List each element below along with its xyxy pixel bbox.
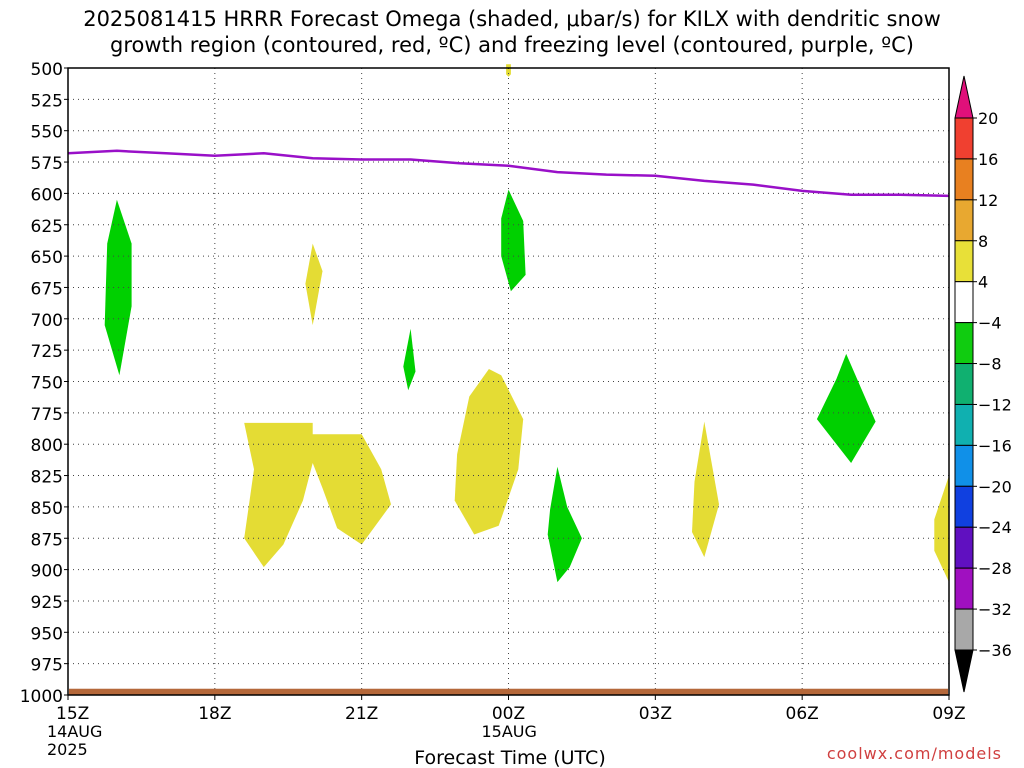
colorbar-label-2: 12 [978,191,998,210]
y-tick-label-700: 700 [31,311,63,331]
colorbar-label-1: 16 [978,150,998,169]
x-tick-label-00Z: 00Z [492,704,525,724]
x-axis-title: Forecast Time (UTC) [414,747,605,768]
colorbar-box-6 [954,363,974,405]
omega-region-10 [506,64,511,77]
colorbar-box-7 [954,403,974,446]
omega-shaded-regions [104,64,949,583]
omega-region-5 [454,369,524,535]
colorbar-label-12: −32 [978,600,1012,619]
x-tick-label-03Z: 03Z [639,704,672,724]
x-tick-sublabel-14AUG: 14AUG [47,722,102,741]
y-tick-label-925: 925 [31,593,63,613]
colorbar-label-8: −16 [978,436,1012,455]
y-tick-label-825: 825 [31,468,63,488]
y-tick-label-1000: 1000 [20,687,63,707]
colorbar-box-11 [954,567,974,610]
omega-region-7 [692,421,719,558]
omega-region-3 [501,189,526,292]
colorbar-box-0 [954,117,974,160]
y-tick-label-625: 625 [31,217,63,237]
y-tick-label-750: 750 [31,374,63,394]
x-tick-sublabel-15AUG: 15AUG [482,722,537,741]
colorbar-box-1 [954,158,974,201]
colorbar-label-0: 20 [978,109,998,128]
y-tick-label-675: 675 [31,279,63,299]
y-tick-label-950: 950 [31,624,63,644]
x-tick-label-15Z: 15Z [56,704,89,724]
x-tick-label-06Z: 06Z [786,704,819,724]
omega-region-4 [244,422,391,568]
colorbar-box-10 [954,526,974,569]
y-tick-label-650: 650 [31,248,63,268]
freezing-level-line [67,149,950,198]
chart-title-line-1: 2025081415 HRRR Forecast Omega (shaded, … [83,7,941,31]
y-tick-label-725: 725 [31,342,63,362]
x-tick-label-09Z: 09Z [932,704,965,724]
colorbar-label-3: 8 [978,232,988,251]
y-tick-label-525: 525 [31,91,63,111]
colorbar-label-7: −12 [978,395,1012,414]
omega-region-6 [547,466,582,583]
colorbar-box-5 [954,322,974,365]
chart-title: 2025081415 HRRR Forecast Omega (shaded, … [0,6,1024,58]
colorbar-label-10: −24 [978,518,1012,537]
y-tick-label-800: 800 [31,436,63,456]
y-tick-label-850: 850 [31,499,63,519]
y-tick-label-500: 500 [31,60,63,80]
colorbar-box-9 [954,485,974,528]
freezing-level-layer [67,149,950,198]
y-tick-label-600: 600 [31,185,63,205]
colorbar-label-4: 4 [978,273,988,292]
ground-layer [69,688,948,695]
colorbar-label-6: −8 [978,355,1002,374]
pressure-axis: 500 525 550 575 600 625 650 675 700 725 750 775 800 8… [20,60,68,707]
gridlines [68,68,949,695]
x-tick-sublabel-2025: 2025 [47,740,88,759]
ground-fill [69,688,948,695]
colorbar-bottom-arrow [954,649,974,693]
colorbar-label-9: −20 [978,477,1012,496]
y-tick-label-975: 975 [31,656,63,676]
colorbar-label-13: −36 [978,641,1012,660]
x-tick-label-21Z: 21Z [345,704,378,724]
colorbar-label-5: −4 [978,314,1002,333]
colorbar-box-12 [954,608,974,651]
y-tick-label-875: 875 [31,530,63,550]
y-tick-label-775: 775 [31,405,63,425]
source-credit: coolwx.com/models [826,744,1002,763]
y-tick-label-575: 575 [31,154,63,174]
omega-region-9 [934,475,949,583]
colorbar: 20 16 12 8 4 −4 −8 −12 −16 −20 −24 −28 −32 −36 [954,75,1012,693]
colorbar-box-4 [954,281,974,324]
omega-region-8 [816,353,876,463]
colorbar-label-11: −28 [978,559,1012,578]
omega-region-2 [403,328,416,391]
chart-title-line-2: growth region (contoured, red, ºC) and f… [110,33,914,57]
omega-region-1 [305,243,323,326]
x-tick-label-18Z: 18Z [198,704,231,724]
y-tick-label-550: 550 [31,123,63,143]
y-tick-label-900: 900 [31,562,63,582]
colorbar-box-2 [954,199,974,242]
colorbar-top-arrow [954,75,974,119]
colorbar-box-8 [954,444,974,487]
colorbar-box-3 [954,240,974,283]
